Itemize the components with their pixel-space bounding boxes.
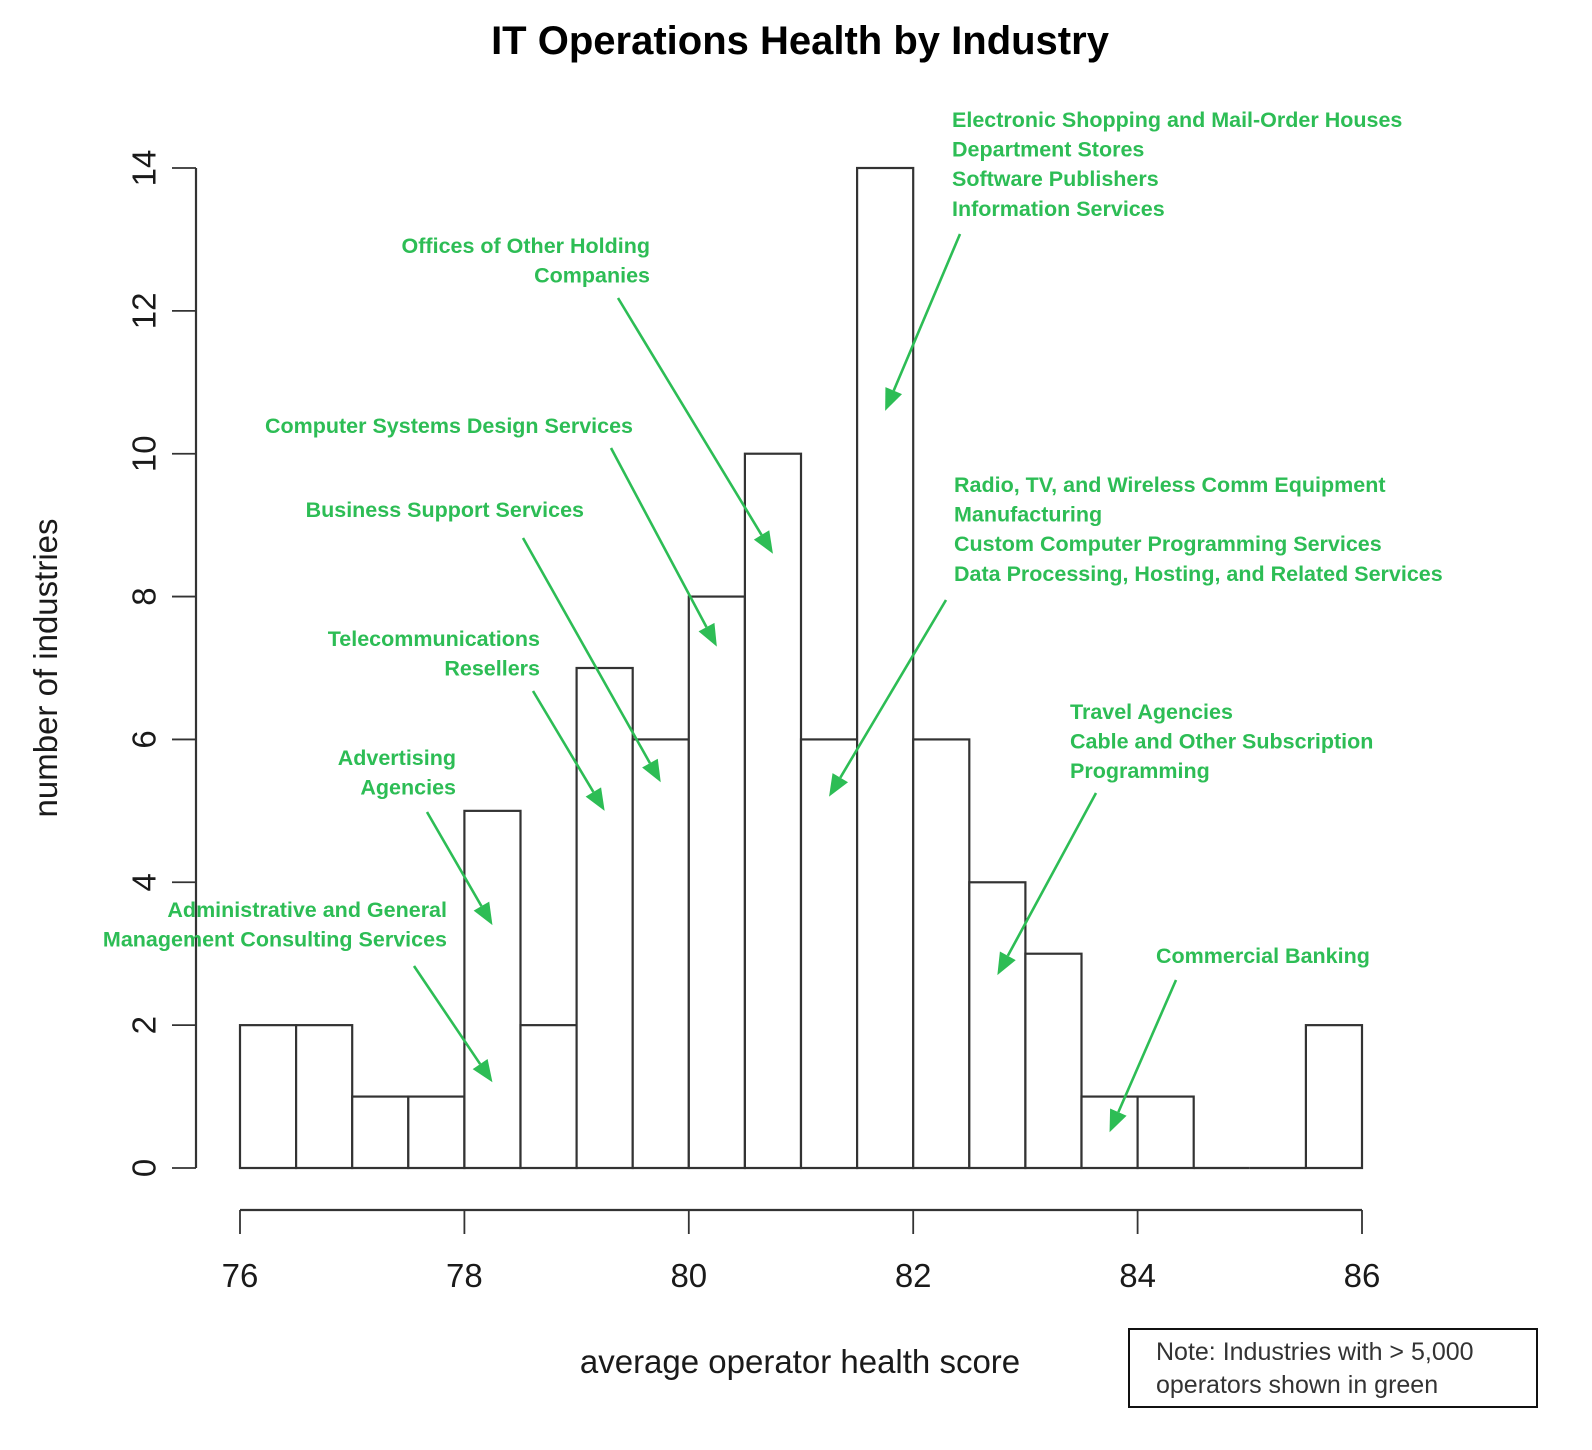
annotation-arrow	[1117, 979, 1178, 1113]
x-tick-label: 78	[446, 1257, 483, 1294]
chart-title: IT Operations Health by Industry	[491, 19, 1110, 63]
histogram-bar	[351, 1095, 410, 1170]
annotation-label: Information Services	[952, 197, 1165, 221]
annotation-label: Advertising	[338, 746, 456, 770]
annotation: Travel Agencies Cable and Other Subscript…	[997, 700, 1373, 976]
y-tick-label: 10	[126, 435, 163, 472]
histogram-bar	[968, 881, 1027, 1170]
arrow-head-icon	[473, 901, 493, 926]
annotation-arrow	[531, 690, 595, 793]
annotation-arrow	[521, 537, 652, 764]
annotation-label: Commercial Banking	[1156, 944, 1370, 968]
note-box: Note: Industries with > 5,000 operators …	[1128, 1328, 1538, 1408]
annotation-label: Management Consulting Services	[103, 928, 447, 952]
histogram-bar	[1080, 1095, 1139, 1170]
note-line-2: operators shown in green	[1156, 1371, 1439, 1399]
x-tick-label: 80	[670, 1257, 707, 1294]
annotation-label: Travel Agencies	[1070, 700, 1233, 724]
arrow-head-icon	[885, 387, 903, 411]
histogram-bar	[855, 166, 915, 1170]
histogram-bar	[687, 595, 746, 1170]
annotations-layer: Electronic Shopping and Mail-Order House…	[103, 108, 1443, 1133]
histogram-bar	[631, 738, 690, 1170]
y-tick-label: 0	[126, 1159, 163, 1177]
annotation-arrow	[1006, 792, 1098, 957]
arrow-head-icon	[472, 1059, 493, 1083]
bars-layer	[238, 166, 1364, 1170]
arrow-head-icon	[585, 787, 605, 811]
annotation-label: Department Stores	[952, 138, 1144, 162]
y-axis-label: number of industries	[27, 519, 64, 818]
y-tick-label: 14	[126, 150, 163, 187]
annotation-label: Manufacturing	[954, 503, 1102, 527]
histogram-bar	[463, 809, 522, 1170]
x-axis-label: average operator health score	[580, 1343, 1020, 1380]
annotation-arrow	[425, 811, 483, 907]
annotation-arrow	[616, 297, 763, 536]
y-tick-label: 6	[126, 730, 163, 748]
x-axis: 76 78 80 82 84 86	[222, 1208, 1381, 1294]
histogram-bar	[1024, 952, 1083, 1170]
histogram-bar	[519, 1024, 578, 1170]
annotation-label: Custom Computer Programming Services	[954, 532, 1382, 556]
annotation-label: Resellers	[444, 657, 540, 681]
annotation-arrow	[609, 447, 708, 628]
histogram-bar	[295, 1024, 354, 1170]
annotation: Commercial Banking	[1109, 944, 1370, 1133]
histogram-bar	[743, 452, 803, 1170]
x-tick-label: 82	[895, 1257, 932, 1294]
annotation-label: Data Processing, Hosting, and Related Se…	[954, 562, 1443, 586]
annotation: Advertising Agencies	[338, 746, 493, 926]
x-tick-label: 76	[222, 1257, 259, 1294]
histogram-bar	[238, 1024, 298, 1170]
histogram-bar	[1136, 1095, 1195, 1170]
y-tick-label: 2	[126, 1016, 163, 1034]
arrow-head-icon	[753, 530, 773, 554]
annotation-label: Electronic Shopping and Mail-Order House…	[952, 108, 1402, 132]
x-tick-label: 84	[1119, 1257, 1156, 1294]
histogram-bar	[575, 666, 634, 1170]
annotation-label: Software Publishers	[952, 167, 1159, 191]
y-tick-label: 4	[126, 873, 163, 891]
histogram-bar	[1304, 1024, 1364, 1170]
y-tick-label: 8	[126, 587, 163, 605]
annotation-label: Business Support Services	[306, 498, 584, 522]
annotation-label: Telecommunications	[328, 627, 540, 651]
arrow-head-icon	[997, 951, 1016, 976]
annotation-arrow	[412, 965, 482, 1065]
x-tick-label: 86	[1344, 1257, 1381, 1294]
annotation-label: Computer Systems Design Services	[265, 414, 633, 438]
arrow-head-icon	[829, 773, 849, 797]
note-line-1: Note: Industries with > 5,000	[1156, 1338, 1474, 1366]
arrow-head-icon	[642, 758, 661, 783]
annotation-label: Companies	[534, 264, 650, 288]
annotation-label: Agencies	[360, 776, 456, 800]
arrow-head-icon	[698, 622, 717, 647]
annotation-label: Radio, TV, and Wireless Comm Equipment	[954, 473, 1385, 497]
annotation: Computer Systems Design Services	[265, 414, 717, 647]
arrow-head-icon	[1109, 1108, 1127, 1133]
annotation-arrow	[839, 599, 948, 779]
histogram-bar	[799, 738, 859, 1170]
annotation-arrow	[892, 233, 962, 392]
annotation: Electronic Shopping and Mail-Order House…	[885, 108, 1402, 411]
annotation-label: Offices of Other Holding	[402, 234, 650, 258]
annotation: Offices of Other Holding Companies	[402, 234, 773, 554]
annotation: Radio, TV, and Wireless Comm Equipment Ma…	[829, 473, 1443, 797]
y-axis: 0 2 4 6 8 10 12 14	[126, 150, 198, 1177]
histogram-bar	[912, 738, 971, 1170]
y-tick-label: 12	[126, 292, 163, 329]
annotation: Administrative and General Management Con…	[103, 898, 493, 1083]
histogram-bar	[407, 1095, 466, 1170]
annotation: Telecommunications Resellers	[328, 627, 605, 811]
annotation: Business Support Services	[306, 498, 661, 783]
annotation-label: Administrative and General	[167, 898, 447, 922]
annotation-label: Programming	[1070, 759, 1210, 783]
annotation-label: Cable and Other Subscription	[1070, 730, 1373, 754]
